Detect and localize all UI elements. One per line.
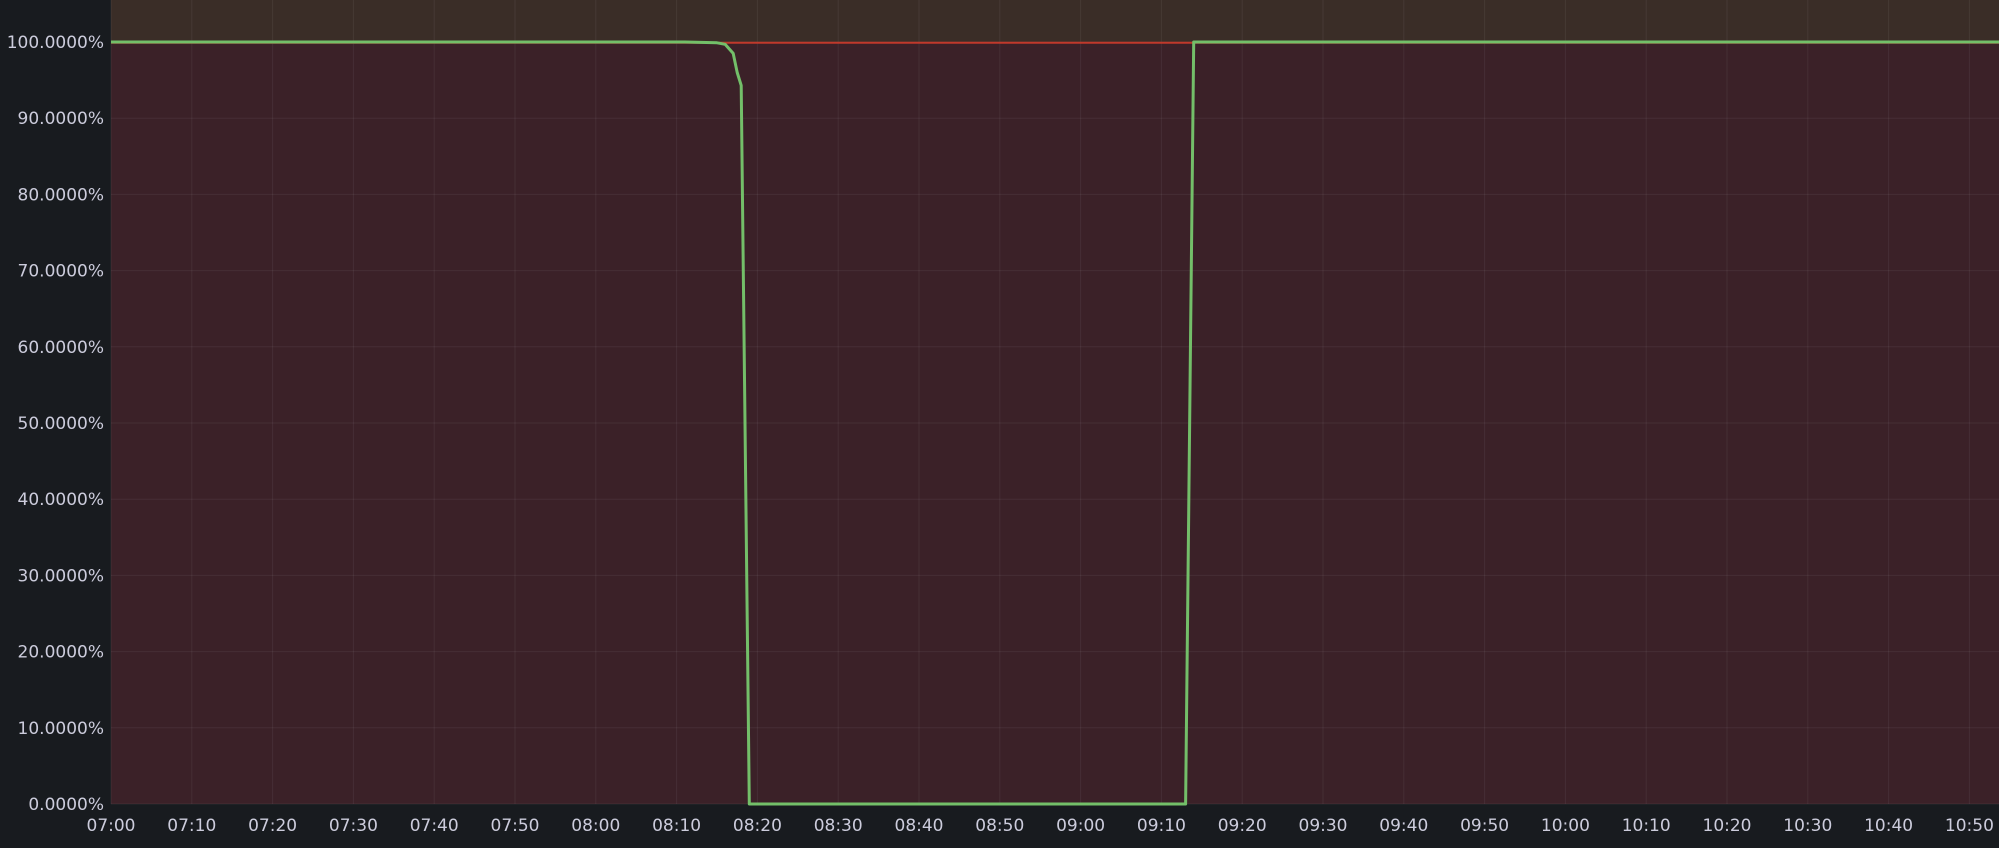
y-tick-label: 10.0000% <box>18 719 104 739</box>
series-line <box>111 40 1999 806</box>
x-tick-label: 09:20 <box>1218 816 1267 836</box>
x-tick-label: 09:10 <box>1137 816 1186 836</box>
x-tick-label: 09:30 <box>1299 816 1348 836</box>
x-tick-label: 09:50 <box>1460 816 1509 836</box>
x-axis: 07:00 07:10 07:20 07:30 07:40 07:50 08:00 08:10… <box>87 816 1994 836</box>
x-tick-label: 10:00 <box>1541 816 1590 836</box>
x-tick-label: 09:00 <box>1056 816 1105 836</box>
grid-lines <box>110 0 1999 805</box>
y-tick-label: 80.0000% <box>18 185 104 205</box>
x-tick-label: 10:40 <box>1864 816 1913 836</box>
x-tick-label: 07:50 <box>491 816 540 836</box>
x-tick-label: 07:10 <box>167 816 216 836</box>
y-tick-label: 100.0000% <box>7 33 104 53</box>
threshold-above-region <box>111 0 1999 43</box>
x-tick-label: 08:10 <box>652 816 701 836</box>
x-tick-label: 07:30 <box>329 816 378 836</box>
x-tick-label: 10:10 <box>1622 816 1671 836</box>
threshold-below-region <box>111 42 1999 804</box>
y-tick-label: 90.0000% <box>18 109 104 129</box>
x-tick-label: 08:50 <box>975 816 1024 836</box>
y-axis: 0.0000% 10.0000% 20.0000% 30.0000% 40.0000% 5… <box>7 33 104 815</box>
y-tick-label: 50.0000% <box>18 414 104 434</box>
x-tick-label: 09:40 <box>1379 816 1428 836</box>
x-tick-label: 10:20 <box>1703 816 1752 836</box>
x-tick-label: 10:50 <box>1945 816 1994 836</box>
y-tick-label: 20.0000% <box>18 643 104 663</box>
x-tick-label: 08:00 <box>571 816 620 836</box>
x-tick-label: 08:20 <box>733 816 782 836</box>
x-tick-label: 08:30 <box>814 816 863 836</box>
y-tick-label: 40.0000% <box>18 490 104 510</box>
y-tick-label: 60.0000% <box>18 338 104 358</box>
y-tick-label: 30.0000% <box>18 566 104 586</box>
x-tick-label: 07:20 <box>248 816 297 836</box>
x-tick-label: 08:40 <box>895 816 944 836</box>
y-tick-label: 70.0000% <box>18 262 104 282</box>
x-tick-label: 07:00 <box>87 816 136 836</box>
x-tick-label: 07:40 <box>410 816 459 836</box>
x-tick-label: 10:30 <box>1783 816 1832 836</box>
y-tick-label: 0.0000% <box>28 795 104 815</box>
